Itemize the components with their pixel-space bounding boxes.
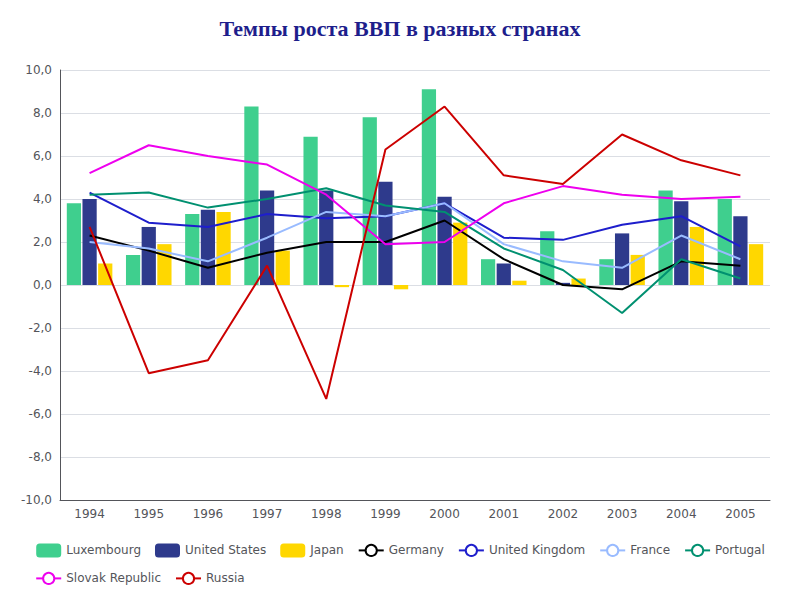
svg-text:4,0: 4,0 bbox=[33, 192, 52, 206]
svg-text:Germany: Germany bbox=[389, 543, 444, 557]
svg-text:2000: 2000 bbox=[429, 507, 460, 521]
svg-text:1994: 1994 bbox=[74, 507, 105, 521]
svg-text:2002: 2002 bbox=[548, 507, 579, 521]
svg-text:-4,0: -4,0 bbox=[29, 364, 52, 378]
svg-text:10,0: 10,0 bbox=[25, 63, 52, 77]
svg-text:1999: 1999 bbox=[370, 507, 401, 521]
svg-text:6,0: 6,0 bbox=[33, 149, 52, 163]
svg-text:8,0: 8,0 bbox=[33, 106, 52, 120]
svg-text:Luxembourg: Luxembourg bbox=[66, 543, 141, 557]
svg-text:2005: 2005 bbox=[725, 507, 756, 521]
svg-text:1997: 1997 bbox=[252, 507, 283, 521]
svg-text:Темпы роста ВВП в разных стран: Темпы роста ВВП в разных странах bbox=[219, 16, 580, 41]
svg-text:-10,0: -10,0 bbox=[21, 493, 52, 507]
svg-text:United States: United States bbox=[185, 543, 266, 557]
svg-text:-2,0: -2,0 bbox=[29, 321, 52, 335]
svg-text:1998: 1998 bbox=[311, 507, 342, 521]
svg-text:Russia: Russia bbox=[206, 571, 245, 585]
svg-text:-6,0: -6,0 bbox=[29, 407, 52, 421]
svg-text:2,0: 2,0 bbox=[33, 235, 52, 249]
svg-text:2001: 2001 bbox=[488, 507, 519, 521]
svg-text:0,0: 0,0 bbox=[33, 278, 52, 292]
svg-text:Japan: Japan bbox=[309, 543, 343, 557]
svg-text:1995: 1995 bbox=[133, 507, 164, 521]
svg-text:Portugal: Portugal bbox=[715, 543, 765, 557]
svg-text:1996: 1996 bbox=[193, 507, 224, 521]
svg-text:2004: 2004 bbox=[666, 507, 697, 521]
svg-text:France: France bbox=[630, 543, 670, 557]
svg-text:-8,0: -8,0 bbox=[29, 450, 52, 464]
svg-text:Slovak Republic: Slovak Republic bbox=[66, 571, 161, 585]
svg-text:United Kingdom: United Kingdom bbox=[489, 543, 585, 557]
svg-text:2003: 2003 bbox=[607, 507, 638, 521]
